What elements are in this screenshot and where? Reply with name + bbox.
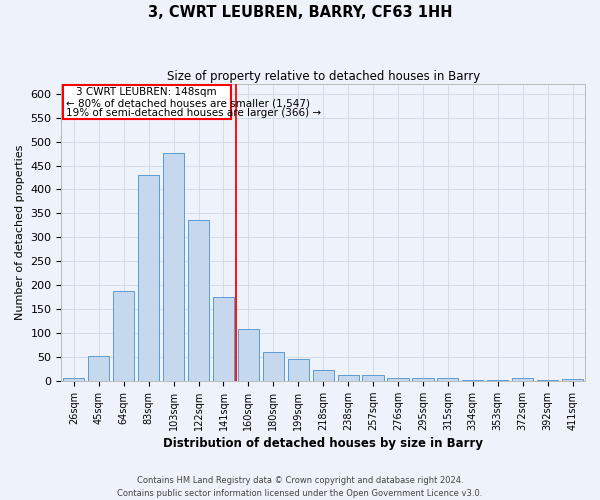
X-axis label: Distribution of detached houses by size in Barry: Distribution of detached houses by size … — [163, 437, 483, 450]
Bar — [138, 175, 159, 381]
Bar — [462, 380, 484, 381]
Bar — [313, 370, 334, 381]
Text: Contains HM Land Registry data © Crown copyright and database right 2024.
Contai: Contains HM Land Registry data © Crown c… — [118, 476, 482, 498]
Bar — [238, 329, 259, 381]
Bar — [63, 378, 85, 381]
Bar — [338, 375, 359, 381]
FancyBboxPatch shape — [62, 85, 231, 118]
Text: 3 CWRT LEUBREN: 148sqm: 3 CWRT LEUBREN: 148sqm — [76, 87, 217, 97]
Bar — [437, 378, 458, 381]
Bar — [537, 380, 558, 381]
Bar — [512, 378, 533, 381]
Bar — [113, 291, 134, 381]
Bar — [263, 352, 284, 381]
Bar — [287, 360, 309, 381]
Text: 19% of semi-detached houses are larger (366) →: 19% of semi-detached houses are larger (… — [67, 108, 322, 118]
Bar — [213, 297, 234, 381]
Y-axis label: Number of detached properties: Number of detached properties — [15, 145, 25, 320]
Bar — [188, 220, 209, 381]
Bar — [88, 356, 109, 381]
Bar — [412, 378, 434, 381]
Title: Size of property relative to detached houses in Barry: Size of property relative to detached ho… — [167, 70, 480, 83]
Bar — [163, 153, 184, 381]
Bar — [388, 378, 409, 381]
Bar — [562, 380, 583, 381]
Text: 3, CWRT LEUBREN, BARRY, CF63 1HH: 3, CWRT LEUBREN, BARRY, CF63 1HH — [148, 5, 452, 20]
Bar — [362, 374, 383, 381]
Text: ← 80% of detached houses are smaller (1,547): ← 80% of detached houses are smaller (1,… — [67, 98, 310, 108]
